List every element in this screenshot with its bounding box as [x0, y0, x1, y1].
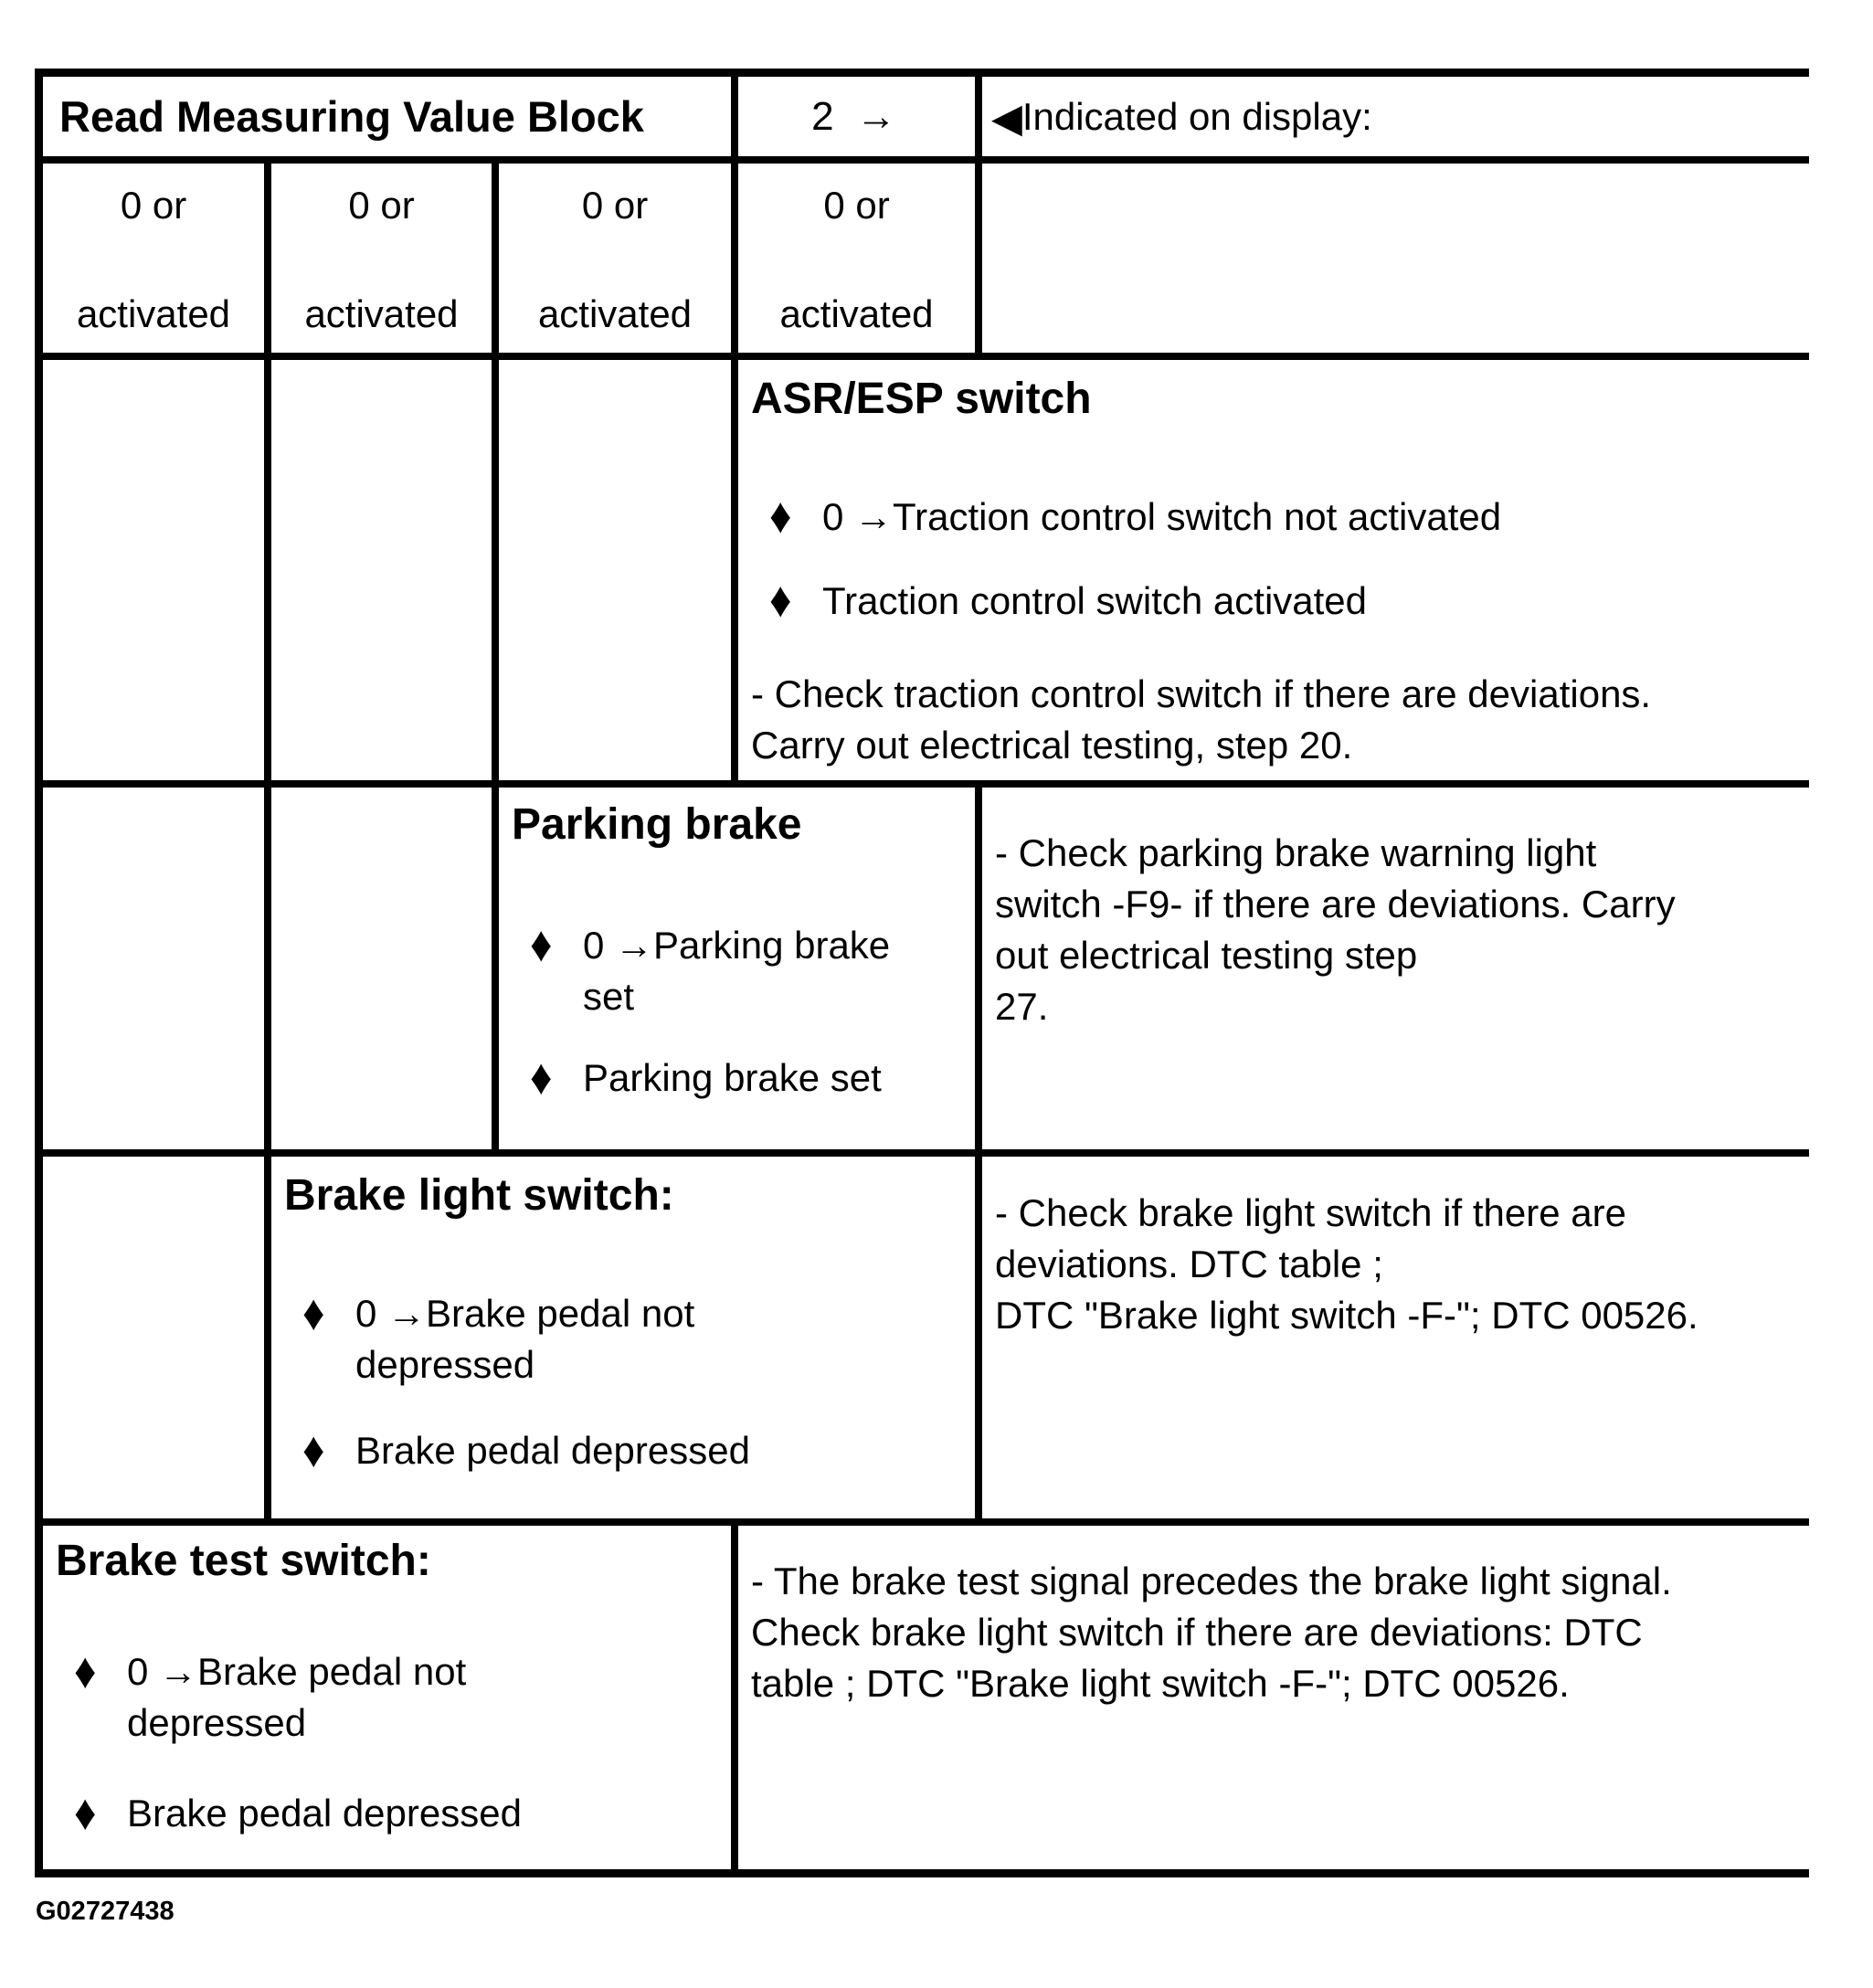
value-cell-3: 0 or activated	[499, 164, 731, 353]
empty-cell	[43, 1157, 264, 1518]
empty-cell	[982, 164, 1830, 353]
empty-cell	[43, 360, 264, 780]
display-label: Indicated on display:	[1021, 94, 1372, 138]
diamond-bullet-icon: ♦	[74, 1784, 97, 1841]
brake-test-switch-cell: Brake test switch: ♦ 0 →Brake pedal not …	[43, 1526, 731, 1869]
empty-cell	[499, 360, 731, 780]
bullet-text: Parking brake set	[583, 1056, 882, 1099]
check-instruction: - Check traction control switch if there…	[751, 672, 1652, 767]
diamond-bullet-icon: ♦	[302, 1422, 325, 1478]
bullet-item: ♦ 0 →Brake pedal not depressed	[284, 1285, 957, 1391]
bullet-text: 0 →Parking brake set	[583, 924, 891, 1018]
bullet-item: ♦ 0 →Brake pedal not depressed	[56, 1643, 713, 1749]
left-pointer-icon: ◀	[991, 95, 1022, 141]
section-title: ASR/ESP switch	[751, 375, 1092, 423]
diamond-bullet-icon: ♦	[530, 1049, 553, 1105]
value-bottom: activated	[779, 292, 934, 335]
value-cell-1: 0 or activated	[43, 164, 264, 353]
bullet-item: ♦ Parking brake set	[512, 1049, 957, 1105]
brake-light-note-cell: - Check brake light switch if there are …	[982, 1157, 1830, 1518]
bullet-text: 0 →Brake pedal not depressed	[127, 1650, 467, 1744]
empty-cell	[271, 360, 492, 780]
value-bottom: activated	[537, 292, 693, 335]
parking-brake-cell: Parking brake ♦ 0 →Parking brake set ♦ P…	[499, 788, 975, 1149]
section-title: Brake light switch:	[284, 1171, 674, 1220]
bullet-text: Traction control switch activated	[822, 579, 1368, 622]
check-instruction: - Check brake light switch if there are …	[995, 1191, 1698, 1337]
block-number-cell: 2 →	[738, 77, 975, 156]
value-top: 0 or	[823, 184, 890, 227]
brake-test-note-cell: - The brake test signal precedes the bra…	[738, 1526, 1830, 1869]
block-number: 2 →	[811, 93, 902, 139]
value-cell-4: 0 or activated	[738, 164, 975, 353]
section-title: Parking brake	[512, 800, 802, 849]
empty-cell	[43, 788, 264, 1149]
diamond-bullet-icon: ♦	[769, 572, 792, 629]
display-label-cell: ◀ Indicated on display:	[982, 77, 1830, 156]
table-title-cell: Read Measuring Value Block	[43, 77, 731, 156]
bullet-item: ♦ 0 →Parking brake set	[512, 917, 957, 1022]
value-top: 0 or	[120, 184, 187, 227]
empty-cell	[271, 788, 492, 1149]
brake-light-switch-cell: Brake light switch: ♦ 0 →Brake pedal not…	[271, 1157, 975, 1518]
diamond-bullet-icon: ♦	[74, 1643, 97, 1699]
value-bottom: activated	[304, 292, 459, 335]
check-instruction: - Check parking brake warning light swit…	[995, 831, 1676, 1028]
check-instruction: - The brake test signal precedes the bra…	[751, 1560, 1672, 1705]
table-title: Read Measuring Value Block	[59, 92, 644, 141]
value-top: 0 or	[581, 184, 649, 227]
bullet-item: ♦ Brake pedal depressed	[284, 1422, 957, 1478]
bullet-text: 0 →Brake pedal not depressed	[355, 1292, 695, 1386]
bullet-item: ♦ Traction control switch activated	[751, 573, 1812, 629]
bullet-item: ♦ 0 →Traction control switch not activat…	[751, 489, 1812, 545]
bullet-text: Brake pedal depressed	[127, 1792, 522, 1835]
section-title: Brake test switch:	[56, 1537, 431, 1585]
measuring-value-block-table-page: Read Measuring Value Block 2 → ◀ Indicat…	[35, 69, 1830, 1927]
bullet-text: Brake pedal depressed	[355, 1429, 750, 1472]
diamond-bullet-icon: ♦	[530, 916, 553, 973]
measuring-value-block-table: Read Measuring Value Block 2 → ◀ Indicat…	[35, 69, 1830, 1877]
value-top: 0 or	[348, 184, 415, 227]
value-bottom: activated	[76, 292, 231, 335]
diamond-bullet-icon: ♦	[302, 1285, 325, 1341]
diamond-bullet-icon: ♦	[769, 488, 792, 545]
graphic-id: G02727438	[36, 1897, 175, 1926]
parking-brake-note-cell: - Check parking brake warning light swit…	[982, 788, 1830, 1149]
bullet-text: 0 →Traction control switch not activated	[822, 495, 1502, 538]
asr-esp-switch-cell: ASR/ESP switch ♦ 0 →Traction control swi…	[738, 360, 1830, 780]
bullet-item: ♦ Brake pedal depressed	[56, 1785, 713, 1841]
value-cell-2: 0 or activated	[271, 164, 492, 353]
